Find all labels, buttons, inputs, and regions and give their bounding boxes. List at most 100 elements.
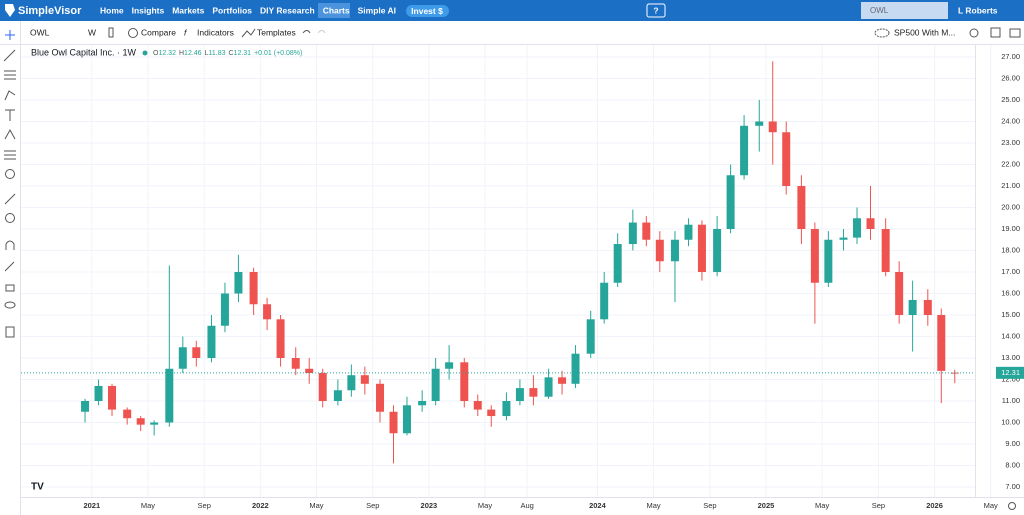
- settings[interactable]: [969, 28, 979, 38]
- candle-body: [613, 244, 622, 283]
- candle-body: [697, 224, 706, 272]
- tool-emoji[interactable]: [5, 169, 15, 179]
- candle-body: [895, 272, 904, 315]
- fullscreen[interactable]: [990, 27, 1001, 38]
- ohlc-value: 11.83: [208, 50, 225, 57]
- candle-body: [853, 218, 862, 238]
- candle-body: [684, 224, 693, 240]
- ohlc-key: C: [228, 50, 233, 57]
- candle-body: [178, 347, 187, 369]
- ohlc-value: 12.32: [158, 50, 176, 57]
- help-mark: ?: [653, 5, 658, 15]
- nav-item[interactable]: DIY Research: [260, 5, 315, 15]
- logo-icon: [5, 4, 15, 17]
- tool-fib[interactable]: [4, 70, 16, 80]
- candle-body: [881, 229, 890, 272]
- candle-body: [360, 375, 369, 384]
- nav-item[interactable]: Charts: [323, 5, 350, 15]
- candle-body: [123, 409, 132, 419]
- tool-forecast[interactable]: [4, 150, 16, 160]
- tool-zoom[interactable]: [5, 213, 15, 223]
- tool-pattern[interactable]: [4, 128, 16, 140]
- user[interactable]: L Roberts: [958, 5, 998, 15]
- templates[interactable]: Templates: [257, 27, 296, 37]
- nav-item[interactable]: Insights: [132, 5, 165, 15]
- templates-icon[interactable]: [241, 28, 256, 38]
- candle-body: [740, 125, 749, 176]
- nav-item[interactable]: Home: [100, 5, 124, 15]
- candle-body: [713, 229, 722, 272]
- ohlc-key: H: [179, 50, 184, 57]
- y-tick-label: 8.00: [1005, 460, 1020, 469]
- candle-body: [418, 401, 427, 406]
- x-tick-label: May: [815, 501, 829, 510]
- candle-body: [642, 222, 651, 240]
- chart-title: Blue Owl Capital Inc. · 1W: [31, 47, 137, 57]
- tool-cross[interactable]: [5, 30, 15, 40]
- tools: [3, 30, 16, 338]
- tool-ruler[interactable]: [4, 193, 16, 205]
- tool-trash[interactable]: [5, 326, 15, 338]
- snapshot[interactable]: [1009, 28, 1021, 38]
- nav-item[interactable]: Markets: [172, 5, 204, 15]
- candle-body: [628, 222, 637, 245]
- x-tick-label: May: [141, 501, 155, 510]
- y-tick-label: 21.00: [1001, 181, 1020, 190]
- candle-body: [529, 388, 538, 397]
- y-tick-label: 15.00: [1001, 310, 1020, 319]
- status-dot: [142, 50, 148, 56]
- layout[interactable]: SP500 With M...: [894, 27, 955, 37]
- help-icon[interactable]: [646, 3, 666, 18]
- undo[interactable]: [302, 30, 311, 34]
- candle-body: [402, 405, 411, 434]
- candle-body: [586, 319, 595, 354]
- axis-settings[interactable]: [1008, 502, 1016, 510]
- x-tick-label: 2025: [758, 501, 775, 510]
- candle-body: [824, 239, 833, 283]
- candle-body: [94, 385, 103, 401]
- indicators[interactable]: Indicators: [197, 27, 234, 37]
- candle-body: [207, 325, 216, 358]
- search-box[interactable]: [861, 2, 948, 19]
- x-tick-label: May: [646, 501, 660, 510]
- tool-brush[interactable]: [4, 90, 16, 101]
- tool-line[interactable]: [3, 49, 16, 62]
- logo[interactable]: SimpleVisor: [18, 5, 82, 17]
- nav-item[interactable]: Portfolios: [212, 5, 252, 15]
- active-tab: [318, 3, 350, 18]
- candle-body: [150, 422, 159, 425]
- candle-body: [908, 299, 917, 315]
- candle-body: [923, 299, 932, 315]
- redo[interactable]: [317, 30, 326, 34]
- x-tick-label: May: [478, 501, 492, 510]
- y-tick-label: 19.00: [1001, 224, 1020, 233]
- x-tick-label: 2026: [926, 501, 943, 510]
- invest-button[interactable]: [406, 5, 449, 17]
- y-tick-label: 17.00: [1001, 267, 1020, 276]
- nav-item[interactable]: Simple AI: [358, 5, 396, 15]
- x-tick-label: 2021: [83, 501, 100, 510]
- candle-body: [108, 385, 117, 410]
- search-text[interactable]: OWL: [870, 6, 889, 15]
- candle-body: [431, 368, 440, 401]
- y-tick-label: 12.00: [1001, 374, 1020, 383]
- invest-label[interactable]: Invest $: [411, 6, 443, 16]
- tool-eye[interactable]: [4, 301, 16, 309]
- tool-lock-draw[interactable]: [4, 261, 15, 272]
- y-tick-label: 27.00: [1001, 52, 1020, 61]
- x-tick-label: Sep: [872, 501, 885, 510]
- candle-body: [445, 362, 454, 369]
- compare-icon[interactable]: [128, 28, 138, 38]
- candle-body: [726, 175, 735, 229]
- tool-lock[interactable]: [5, 284, 15, 292]
- interval[interactable]: W: [88, 27, 96, 37]
- tool-magnet[interactable]: [5, 240, 15, 250]
- symbol[interactable]: OWL: [30, 27, 50, 37]
- tool-text[interactable]: [5, 109, 15, 121]
- indicators-icon[interactable]: f: [184, 27, 188, 37]
- candle-icon[interactable]: [108, 27, 114, 38]
- compare[interactable]: Compare: [141, 27, 176, 37]
- y-tick-label: 10.00: [1001, 417, 1020, 426]
- cloud-icon[interactable]: [874, 28, 890, 38]
